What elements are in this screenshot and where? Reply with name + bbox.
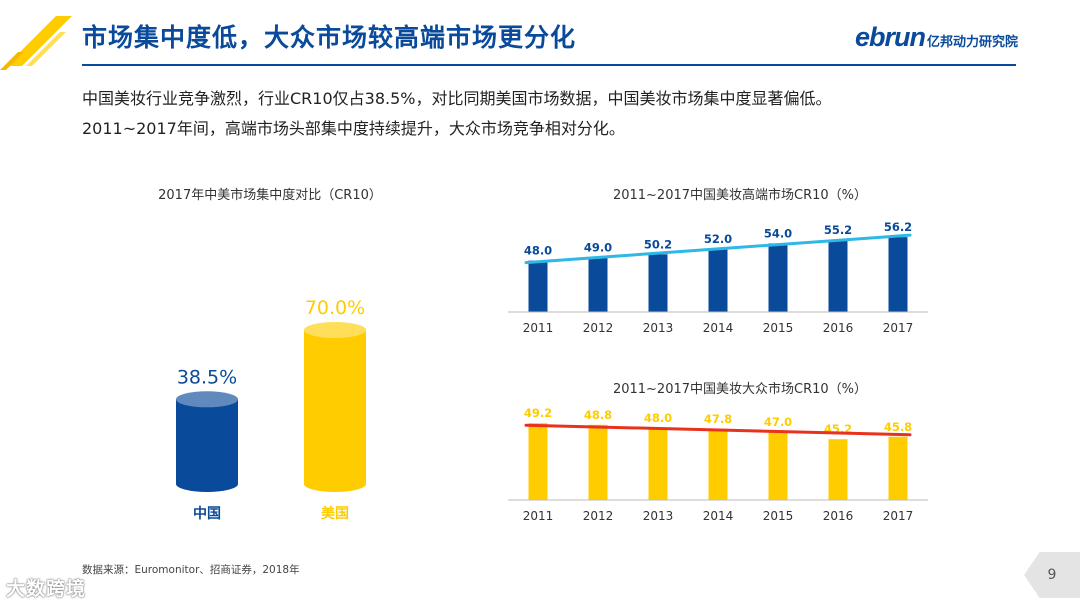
bar (528, 423, 548, 500)
page-title: 市场集中度低，大众市场较高端市场更分化 (82, 23, 577, 52)
bar-value-label: 48.8 (584, 408, 612, 422)
cylinder-value-label: 38.5% (177, 366, 237, 388)
x-tick-label: 2013 (643, 321, 674, 335)
x-tick-label: 2016 (823, 321, 854, 335)
premium-chart-title: 2011~2017中国美妆高端市场CR10（%） (612, 188, 868, 203)
bar (528, 260, 548, 312)
cylinder-top (176, 391, 238, 408)
intro-line-1: 中国美妆行业竞争激烈，行业CR10仅占38.5%，对比同期美国市场数据，中国美妆… (82, 89, 832, 108)
bar (888, 436, 908, 500)
x-tick-label: 2017 (883, 509, 914, 523)
bar-value-label: 55.2 (824, 223, 852, 237)
page-number: 9 (1024, 552, 1080, 598)
bar-value-label: 52.0 (704, 232, 732, 246)
bar-value-label: 50.2 (644, 237, 672, 251)
cylinder-value-label: 70.0% (305, 297, 365, 319)
cylinder-chart-title: 2017年中美市场集中度对比（CR10） (158, 188, 382, 203)
bar (768, 432, 788, 500)
brand-logo-subtitle: 亿邦动力研究院 (926, 35, 1018, 50)
bar (588, 257, 608, 312)
trend-line (524, 423, 912, 437)
x-tick-label: 2014 (703, 509, 734, 523)
premium-market-chart: 48.0 2011 49.0 2012 50.2 2013 52.0 2014 54.0 2015… (508, 220, 928, 335)
bar (648, 428, 668, 500)
x-tick-label: 2012 (583, 321, 614, 335)
bar-value-label: 47.0 (764, 415, 792, 429)
bar-value-label: 45.8 (884, 420, 912, 434)
bar-value-label: 49.2 (524, 406, 552, 420)
trend-line (524, 233, 912, 265)
mass-market-chart: 49.2 2011 48.8 2012 48.0 2013 47.8 2014 47.0 2015… (508, 406, 928, 523)
bar-value-label: 47.8 (704, 412, 732, 426)
cylinder-category-label: 中国 (193, 505, 221, 522)
x-tick-label: 2014 (703, 321, 734, 335)
bar (708, 428, 728, 500)
bar (828, 240, 848, 312)
cylinder-body (304, 330, 366, 484)
x-tick-label: 2015 (763, 321, 794, 335)
title-divider (82, 64, 1016, 66)
bar (648, 254, 668, 312)
slide-logo-mark (0, 16, 72, 70)
cylinder-top (304, 322, 366, 338)
x-tick-label: 2011 (523, 509, 554, 523)
bar-value-label: 48.0 (644, 411, 672, 425)
bar (708, 249, 728, 312)
bar-value-label: 48.0 (524, 244, 552, 258)
x-tick-label: 2012 (583, 509, 614, 523)
x-tick-label: 2013 (643, 509, 674, 523)
intro-line-2: 2011~2017年间，高端市场头部集中度持续提升，大众市场竞争相对分化。 (82, 119, 625, 138)
bar (768, 243, 788, 312)
cylinder-base (304, 476, 366, 492)
cylinder-category-label: 美国 (321, 505, 349, 522)
mass-chart-title: 2011~2017中国美妆大众市场CR10（%） (612, 382, 868, 397)
bar-value-label: 54.0 (764, 226, 792, 240)
watermark: 大数跨境 (6, 578, 87, 600)
bar (588, 424, 608, 500)
cylinder-chart: 38.5% 中国 70.0% 美国 (176, 297, 366, 522)
x-tick-label: 2015 (763, 509, 794, 523)
bar-value-label: 56.2 (884, 220, 912, 234)
cylinder-body (176, 399, 238, 484)
x-tick-label: 2017 (883, 321, 914, 335)
bar (828, 439, 848, 500)
x-tick-label: 2016 (823, 509, 854, 523)
cylinder-base (176, 476, 238, 492)
x-tick-label: 2011 (523, 321, 554, 335)
brand-logo-text: ebrun (854, 22, 926, 52)
bar-value-label: 49.0 (584, 241, 612, 255)
brand-logo: ebrun 亿邦动力研究院 (855, 22, 1018, 53)
data-source-note: 数据来源：Euromonitor、招商证券，2018年 (82, 564, 300, 576)
intro-text: 中国美妆行业竞争激烈，行业CR10仅占38.5%，对比同期美国市场数据，中国美妆… (82, 84, 831, 144)
bar (888, 237, 908, 312)
